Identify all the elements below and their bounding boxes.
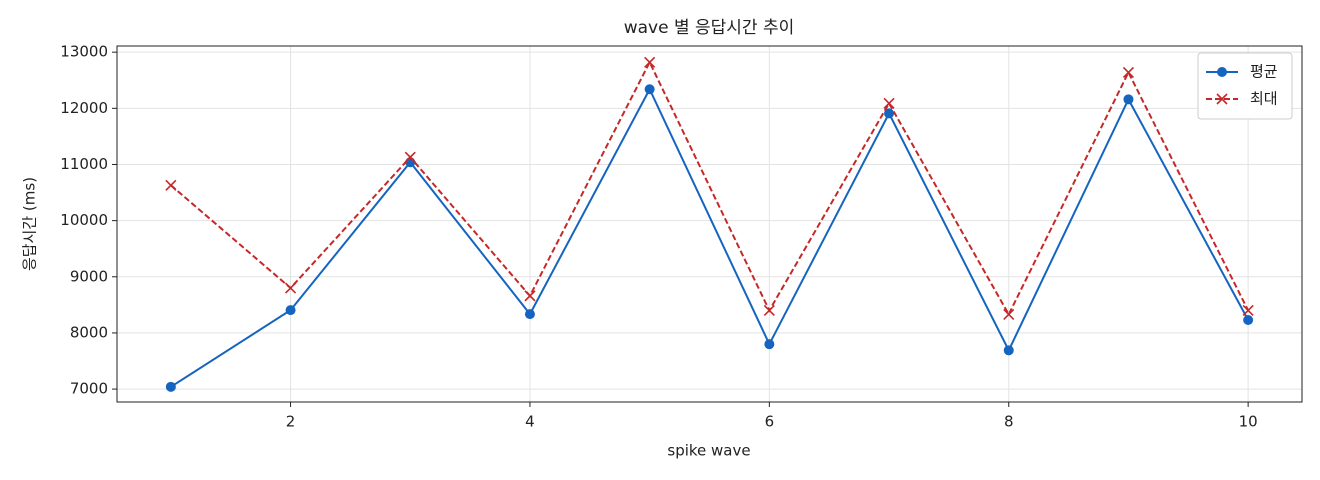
- legend-label: 최대: [1250, 90, 1278, 108]
- marker: [285, 305, 296, 316]
- marker: [404, 151, 416, 163]
- marker: [883, 97, 895, 109]
- legend-box: [1197, 52, 1293, 120]
- marker: [1003, 345, 1014, 356]
- marker: [1242, 304, 1254, 317]
- series-line: [170, 60, 1250, 317]
- y-tick-label: 10000: [60, 211, 108, 229]
- y-tick-label: 8000: [70, 323, 108, 341]
- marker: [165, 179, 177, 191]
- legend-marker: [1217, 67, 1227, 77]
- legend-marker: [1216, 93, 1228, 105]
- chart-title: wave 별 응답시간 추이: [624, 18, 795, 38]
- marker: [284, 282, 297, 294]
- series-line: [170, 87, 1250, 388]
- y-tick-label: 7000: [70, 380, 108, 398]
- x-tick-label: 8: [1004, 413, 1014, 431]
- x-tick-label: 10: [1239, 413, 1258, 431]
- marker: [524, 309, 535, 320]
- marker: [884, 108, 895, 119]
- marker: [644, 56, 656, 68]
- marker: [1122, 66, 1135, 78]
- y-tick-label: 13000: [60, 43, 108, 61]
- plot-frame: [116, 45, 1303, 403]
- x-tick-label: 2: [286, 413, 296, 431]
- marker: [763, 304, 775, 317]
- y-tick-label: 9000: [70, 267, 108, 285]
- y-axis-label: 응답시간 (ms): [21, 177, 39, 271]
- marker: [1123, 94, 1134, 105]
- marker: [165, 381, 176, 392]
- y-tick-label: 12000: [60, 99, 108, 117]
- marker: [1243, 315, 1254, 326]
- x-tick-label: 4: [525, 413, 535, 431]
- marker: [1003, 308, 1015, 320]
- y-tick-label: 11000: [60, 155, 108, 173]
- marker: [644, 84, 655, 95]
- legend-label: 평균: [1250, 63, 1278, 81]
- marker: [524, 290, 536, 302]
- x-axis-label: spike wave: [667, 442, 750, 460]
- x-tick-label: 6: [765, 413, 775, 431]
- marker: [764, 339, 775, 350]
